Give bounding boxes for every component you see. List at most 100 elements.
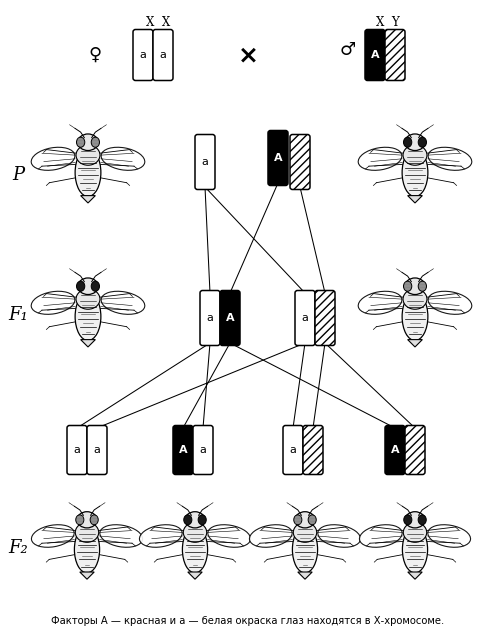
Ellipse shape: [90, 515, 98, 525]
Ellipse shape: [76, 515, 84, 525]
Polygon shape: [408, 572, 422, 579]
Text: a: a: [140, 50, 147, 60]
Ellipse shape: [403, 289, 427, 309]
FancyBboxPatch shape: [173, 425, 193, 474]
FancyBboxPatch shape: [405, 425, 425, 474]
Ellipse shape: [77, 137, 85, 147]
FancyBboxPatch shape: [365, 30, 385, 81]
Ellipse shape: [358, 147, 402, 171]
Ellipse shape: [75, 293, 101, 340]
Ellipse shape: [358, 291, 402, 314]
Text: A: A: [179, 445, 187, 455]
Text: A: A: [226, 313, 234, 323]
FancyBboxPatch shape: [133, 30, 153, 81]
Text: A: A: [371, 50, 379, 60]
Ellipse shape: [295, 512, 315, 528]
Text: ×: ×: [238, 43, 258, 67]
Ellipse shape: [31, 291, 75, 314]
Ellipse shape: [182, 526, 208, 573]
Ellipse shape: [198, 515, 206, 525]
Ellipse shape: [185, 512, 205, 528]
Ellipse shape: [293, 522, 317, 542]
Ellipse shape: [76, 522, 99, 542]
FancyBboxPatch shape: [315, 290, 335, 346]
Ellipse shape: [75, 149, 101, 197]
Text: X  Y: X Y: [376, 16, 400, 29]
FancyBboxPatch shape: [193, 425, 213, 474]
FancyBboxPatch shape: [67, 425, 87, 474]
Ellipse shape: [359, 525, 402, 547]
FancyBboxPatch shape: [268, 131, 288, 186]
Ellipse shape: [405, 278, 425, 295]
Text: F₂: F₂: [8, 539, 28, 557]
Ellipse shape: [428, 147, 472, 171]
Text: Факторы А — красная и а — белая окраска глаз находятся в Х-хромосоме.: Факторы А — красная и а — белая окраска …: [51, 616, 445, 626]
Text: a: a: [93, 445, 100, 455]
Ellipse shape: [308, 515, 316, 525]
Text: a: a: [160, 50, 166, 60]
Ellipse shape: [318, 525, 360, 547]
FancyBboxPatch shape: [295, 290, 315, 346]
Text: F₁: F₁: [8, 306, 28, 324]
Ellipse shape: [428, 291, 472, 314]
Text: A: A: [391, 445, 399, 455]
Ellipse shape: [75, 526, 99, 573]
FancyBboxPatch shape: [385, 30, 405, 81]
Ellipse shape: [418, 281, 426, 291]
Ellipse shape: [404, 137, 412, 147]
Ellipse shape: [402, 293, 428, 340]
Text: ♀: ♀: [88, 46, 101, 64]
Ellipse shape: [78, 278, 98, 295]
FancyBboxPatch shape: [385, 425, 405, 474]
Ellipse shape: [403, 526, 427, 573]
Ellipse shape: [140, 525, 182, 547]
FancyBboxPatch shape: [283, 425, 303, 474]
Ellipse shape: [208, 525, 250, 547]
Ellipse shape: [76, 145, 100, 165]
Polygon shape: [188, 572, 202, 579]
Ellipse shape: [294, 515, 302, 525]
FancyBboxPatch shape: [200, 290, 220, 346]
Ellipse shape: [418, 515, 426, 525]
FancyBboxPatch shape: [303, 425, 323, 474]
Polygon shape: [81, 340, 95, 347]
Polygon shape: [80, 572, 94, 579]
Ellipse shape: [77, 512, 97, 528]
FancyBboxPatch shape: [220, 290, 240, 346]
Ellipse shape: [405, 134, 425, 150]
Ellipse shape: [183, 522, 207, 542]
FancyBboxPatch shape: [87, 425, 107, 474]
Text: a: a: [74, 445, 81, 455]
Ellipse shape: [31, 525, 74, 547]
Ellipse shape: [78, 134, 98, 150]
Ellipse shape: [76, 289, 100, 309]
Ellipse shape: [404, 515, 412, 525]
Ellipse shape: [77, 281, 85, 291]
Ellipse shape: [101, 147, 145, 171]
Text: a: a: [207, 313, 213, 323]
Ellipse shape: [91, 281, 99, 291]
Text: a: a: [302, 313, 309, 323]
Ellipse shape: [249, 525, 292, 547]
Text: P: P: [12, 166, 24, 184]
Polygon shape: [298, 572, 312, 579]
Ellipse shape: [418, 137, 426, 147]
Ellipse shape: [404, 281, 412, 291]
Ellipse shape: [403, 522, 427, 542]
Text: a: a: [290, 445, 296, 455]
Polygon shape: [408, 340, 422, 347]
Text: ♂: ♂: [340, 41, 356, 59]
Ellipse shape: [402, 149, 428, 197]
Ellipse shape: [428, 525, 471, 547]
Polygon shape: [81, 196, 95, 203]
Ellipse shape: [184, 515, 192, 525]
Ellipse shape: [405, 512, 425, 528]
FancyBboxPatch shape: [195, 134, 215, 190]
Text: a: a: [202, 157, 208, 167]
FancyBboxPatch shape: [153, 30, 173, 81]
Ellipse shape: [100, 525, 143, 547]
Text: A: A: [274, 153, 282, 163]
Ellipse shape: [91, 137, 99, 147]
Ellipse shape: [101, 291, 145, 314]
Text: a: a: [200, 445, 206, 455]
